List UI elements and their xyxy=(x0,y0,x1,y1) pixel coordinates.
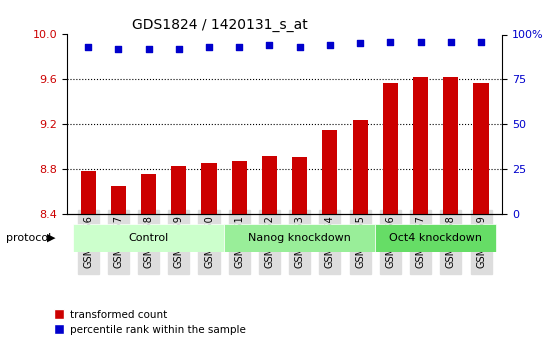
Point xyxy=(84,44,93,50)
Bar xyxy=(474,83,489,214)
Bar xyxy=(443,77,458,214)
Bar xyxy=(141,174,156,214)
Bar xyxy=(171,166,186,214)
Point xyxy=(235,44,244,50)
Point xyxy=(265,42,274,48)
Bar xyxy=(413,77,428,214)
Point xyxy=(144,46,153,52)
Text: protocol: protocol xyxy=(6,233,51,243)
Text: Oct4 knockdown: Oct4 knockdown xyxy=(389,233,482,243)
Point xyxy=(416,39,425,45)
Bar xyxy=(262,156,277,214)
FancyBboxPatch shape xyxy=(224,224,375,252)
Bar xyxy=(201,164,217,214)
Point xyxy=(446,39,455,45)
Point xyxy=(386,39,395,45)
Text: ▶: ▶ xyxy=(47,233,56,243)
Legend: transformed count, percentile rank within the sample: transformed count, percentile rank withi… xyxy=(50,305,249,339)
Point xyxy=(325,42,334,48)
Point xyxy=(174,46,183,52)
Bar xyxy=(80,171,95,214)
Bar xyxy=(353,120,368,214)
Text: Nanog knockdown: Nanog knockdown xyxy=(248,233,351,243)
Bar xyxy=(323,130,338,214)
Point xyxy=(477,39,485,45)
Point xyxy=(205,44,214,50)
FancyBboxPatch shape xyxy=(375,224,496,252)
Point xyxy=(355,41,364,46)
FancyBboxPatch shape xyxy=(73,224,224,252)
Point xyxy=(114,46,123,52)
Text: Control: Control xyxy=(128,233,169,243)
Bar xyxy=(292,157,307,214)
Bar xyxy=(383,83,398,214)
Bar xyxy=(111,186,126,214)
Point xyxy=(295,44,304,50)
Bar xyxy=(232,161,247,214)
Text: GDS1824 / 1420131_s_at: GDS1824 / 1420131_s_at xyxy=(132,18,308,32)
